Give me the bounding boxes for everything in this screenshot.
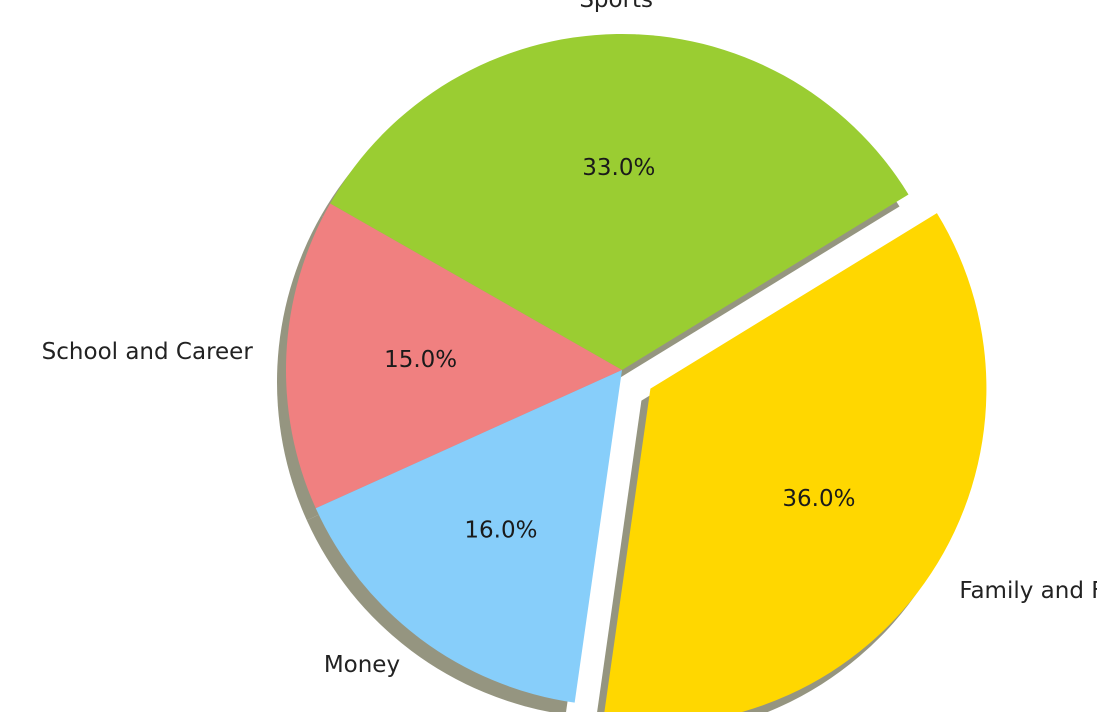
pie-slice-money <box>315 370 622 703</box>
pct-label-money: 16.0% <box>464 518 537 544</box>
slice-label-sports: Sports <box>579 0 653 13</box>
pct-label-school-and-career: 15.0% <box>384 347 457 373</box>
pct-label-sports: 33.0% <box>582 155 655 181</box>
slice-label-school-and-career: School and Career <box>42 339 254 365</box>
slice-label-family-and-friends: Family and Friends <box>959 578 1097 604</box>
pie-slice-family-and-friends <box>604 213 987 712</box>
slice-label-money: Money <box>324 652 400 678</box>
pie-slice-sports <box>330 33 909 371</box>
pie-slice-layer <box>286 33 987 712</box>
pct-label-family-and-friends: 36.0% <box>782 486 855 512</box>
pie-label-layer: Sports 33.0% School and Career 15.0% Money 16… <box>42 0 1097 678</box>
pie-slice-school-and-career <box>286 203 622 509</box>
